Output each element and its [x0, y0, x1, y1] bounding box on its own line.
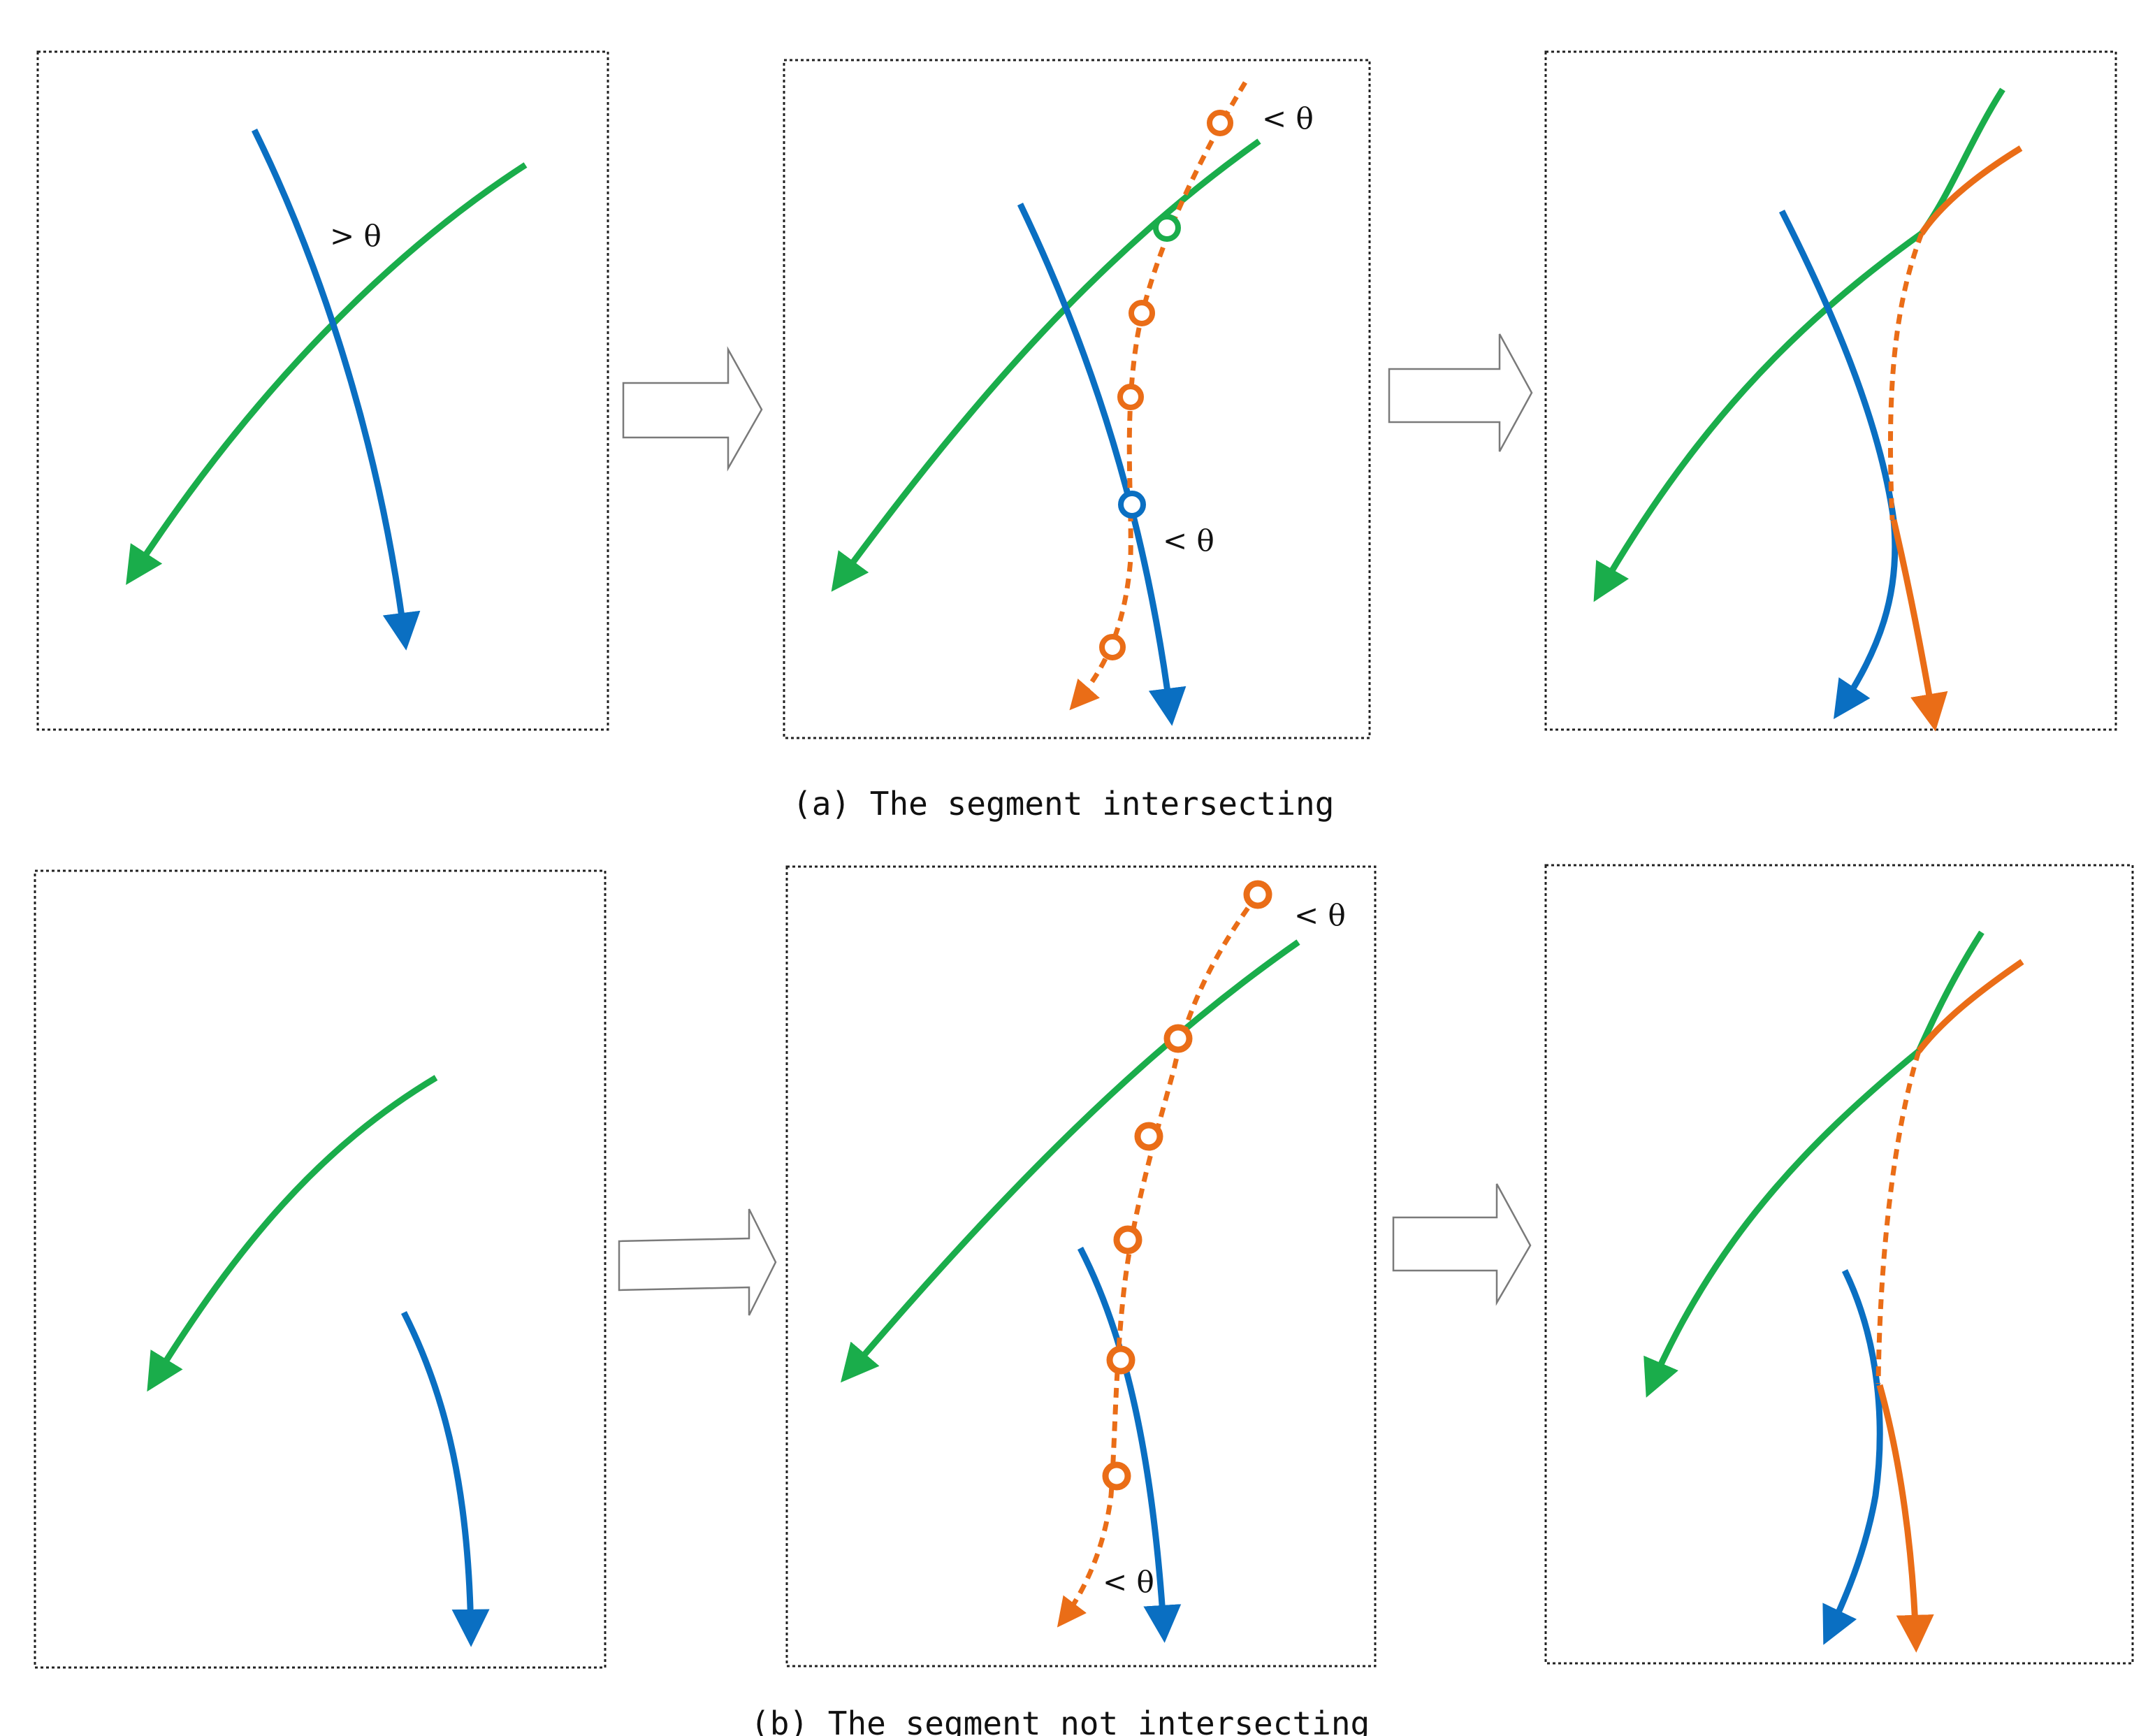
- green-track-b1: [147, 1075, 438, 1392]
- orange-point: [1099, 634, 1126, 660]
- angle-label-a1: > θ: [330, 219, 382, 253]
- caption-a: (a) The segment intersecting: [792, 785, 1334, 823]
- blue-track-b2: [1078, 1246, 1182, 1643]
- orange-track-a3-bottom: [1890, 519, 1948, 732]
- right-outline-arrow-icon: [622, 346, 763, 472]
- right-outline-arrow-icon: [618, 1208, 777, 1316]
- blue-track-b1: [400, 1310, 490, 1647]
- panel-a1: > θ: [36, 50, 609, 731]
- blue-track-a3: [1778, 209, 1899, 719]
- orange-point: [1207, 110, 1233, 136]
- panel-a1-frame: [36, 50, 609, 731]
- orange-dashed-track-b2: [1057, 892, 1260, 1628]
- green-track-a1: [126, 162, 528, 586]
- panel-a2-frame: [783, 59, 1371, 739]
- green-track-a2: [831, 138, 1261, 592]
- panel-b3-frame: [1544, 864, 2134, 1665]
- angle-label-a2-bottom: < θ: [1163, 523, 1214, 558]
- orange-point: [1102, 1461, 1131, 1491]
- right-outline-arrow-icon: [1388, 333, 1533, 452]
- orange-track-b3-bottom: [1876, 1384, 1934, 1653]
- angle-label-b2-bottom: < θ: [1103, 1565, 1154, 1599]
- orange-point: [1134, 1122, 1163, 1151]
- panel-a2: < θ < θ: [783, 59, 1371, 739]
- blue-intersection-point: [1118, 491, 1146, 519]
- green-track-b3: [1644, 1048, 1921, 1398]
- angle-label-a2-top: < θ: [1262, 101, 1314, 136]
- panel-b1: [34, 869, 607, 1669]
- blue-track-a1: [251, 129, 421, 651]
- green-intersection-point: [1153, 214, 1181, 242]
- right-outline-arrow-icon: [1392, 1183, 1532, 1306]
- orange-intersection-point: [1163, 1024, 1193, 1053]
- green-track-b2: [840, 939, 1300, 1383]
- panel-a3-frame: [1544, 50, 2117, 731]
- panel-b2-frame: [785, 865, 1377, 1668]
- panel-a3: [1544, 50, 2117, 732]
- blue-track-b3: [1822, 1269, 1883, 1645]
- orange-track-a3-top: [1919, 145, 2023, 236]
- orange-point: [1129, 300, 1155, 326]
- orange-point: [1117, 384, 1144, 410]
- green-track-a3: [1919, 87, 2005, 236]
- orange-point: [1106, 1345, 1135, 1375]
- orange-dashed-track-a3: [1887, 232, 1924, 521]
- orange-point: [1243, 880, 1272, 909]
- blue-track-a2: [1017, 203, 1187, 726]
- panel-b2: < θ < θ: [785, 865, 1377, 1668]
- panel-b3: [1544, 864, 2134, 1665]
- orange-dashed-track-b3: [1875, 1050, 1922, 1384]
- green-track-b3: [1915, 930, 1985, 1053]
- orange-track-b3-top: [1916, 959, 2024, 1053]
- green-track-a3: [1593, 231, 1924, 602]
- angle-label-b2-top: < θ: [1294, 898, 1346, 932]
- orange-point: [1113, 1225, 1142, 1254]
- panel-b1-frame: [34, 869, 607, 1669]
- caption-b: (b) The segment not intersecting: [750, 1705, 1370, 1736]
